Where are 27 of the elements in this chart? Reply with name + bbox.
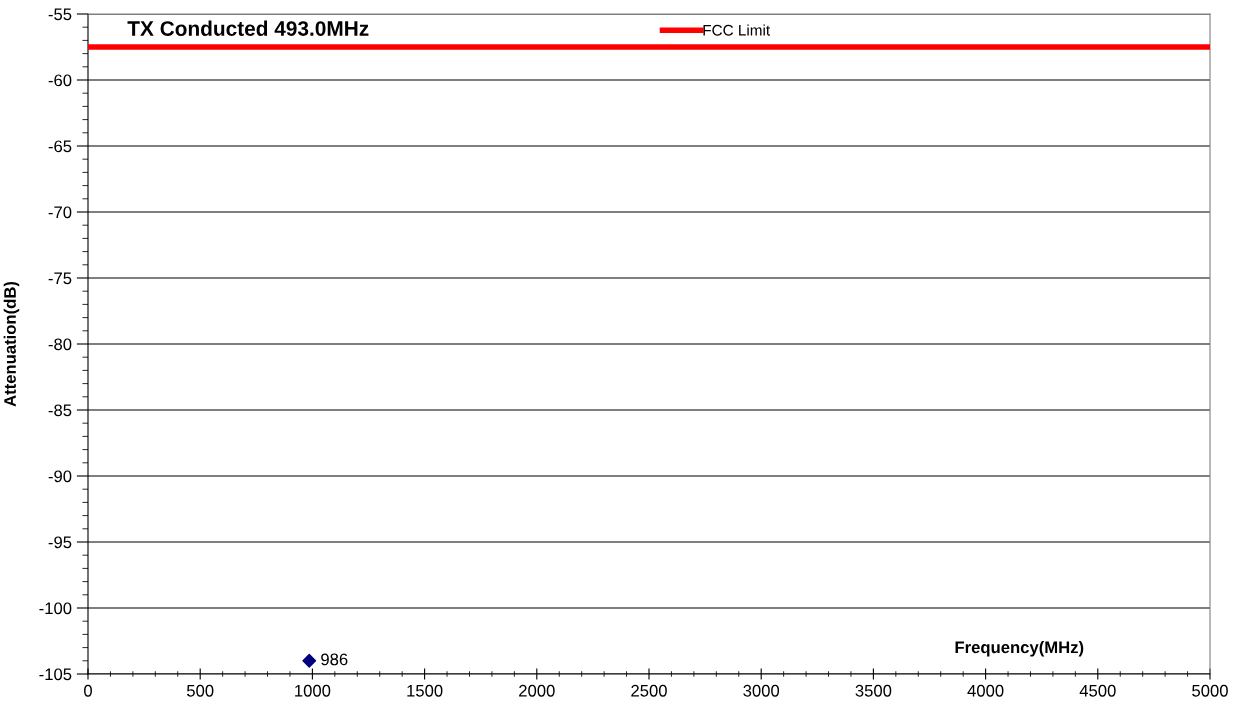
- y-tick-label: -85: [48, 404, 72, 417]
- x-tick-label: 1500: [407, 684, 443, 697]
- x-tick-label: 4500: [1079, 684, 1116, 697]
- legend-label: FCC Limit: [703, 24, 771, 36]
- y-tick-label: -70: [48, 206, 72, 219]
- x-tick-label: 0: [84, 684, 92, 697]
- chart-title: TX Conducted 493.0MHz: [127, 20, 369, 36]
- y-tick-label: -80: [48, 338, 72, 351]
- y-tick-label: -55: [48, 8, 72, 21]
- y-tick-label: -100: [39, 602, 72, 615]
- y-tick-label: -90: [48, 470, 72, 483]
- x-tick-label: 3500: [855, 684, 892, 697]
- x-tick-label: 4000: [967, 684, 1004, 697]
- x-tick-label: 5000: [1192, 684, 1228, 697]
- y-tick-label: -65: [48, 140, 72, 153]
- y-axis-title: Attenuation(dB): [3, 281, 20, 407]
- x-tick-label: 500: [186, 684, 214, 697]
- y-tick-label: -75: [48, 272, 72, 285]
- x-tick-label: 2000: [519, 684, 555, 697]
- x-tick-label: 1000: [295, 684, 331, 697]
- annotation: 986: [321, 653, 348, 666]
- y-tick-label: -60: [48, 74, 72, 87]
- y-tick-label: -95: [48, 536, 72, 549]
- x-tick-label: 3000: [743, 684, 780, 697]
- x-axis-title: Frequency(MHz): [955, 641, 1084, 657]
- x-tick-label: 2500: [631, 684, 667, 697]
- y-tick-label: -105: [39, 668, 72, 681]
